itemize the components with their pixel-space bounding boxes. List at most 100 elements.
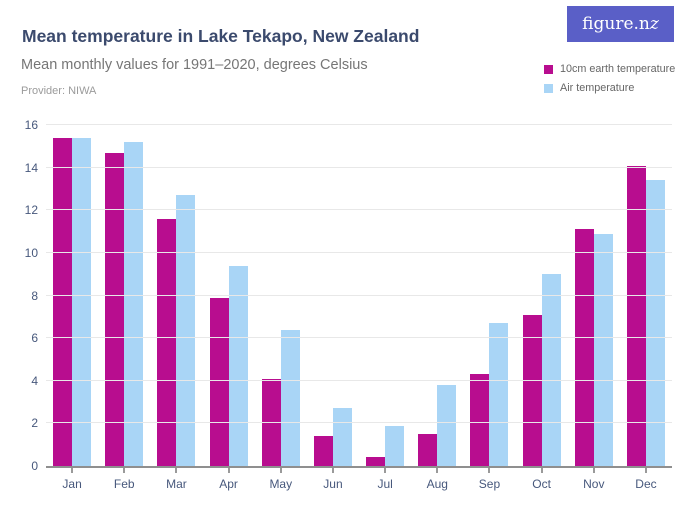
chart-legend: 10cm earth temperature Air temperature — [544, 63, 675, 101]
y-tick-label: 12 — [24, 203, 38, 218]
bar-group-mar — [150, 125, 202, 466]
bar-nov-air[interactable] — [593, 233, 613, 466]
bar-jun-air[interactable] — [332, 408, 352, 466]
bar-dec-earth[interactable] — [626, 165, 646, 466]
legend-label: 10cm earth temperature — [560, 63, 676, 75]
bar-group-may — [255, 125, 307, 466]
bar-sep-earth[interactable] — [470, 374, 490, 466]
bar-group-nov — [568, 125, 620, 466]
x-axis-label: Nov — [583, 477, 605, 491]
air-temperature-swatch-icon — [544, 83, 553, 93]
bar-may-air[interactable] — [280, 329, 300, 466]
gridline — [46, 422, 672, 424]
bar-mar-air[interactable] — [176, 195, 196, 466]
bar-sep-air[interactable] — [489, 323, 509, 466]
y-tick-label: 4 — [31, 373, 38, 388]
x-axis-label: Jan — [62, 477, 82, 491]
y-tick-label: 10 — [24, 245, 38, 260]
x-axis-label: Feb — [113, 477, 135, 491]
bar-jan-air[interactable] — [72, 137, 92, 466]
legend-item-air-temperature: Air temperature — [544, 82, 675, 94]
bar-group-jan — [46, 125, 98, 466]
y-axis: 0 2 4 6 8 10 12 14 16 — [0, 118, 38, 473]
gridline — [46, 379, 672, 381]
legend-label: Air temperature — [560, 82, 635, 94]
x-tick — [644, 468, 647, 473]
bar-aug-earth[interactable] — [418, 434, 438, 466]
x-tick — [540, 468, 543, 473]
provider-attribution: Provider: NIWA — [21, 85, 97, 97]
figurenz-logo-swash: z — [649, 14, 659, 34]
x-tick — [592, 468, 595, 473]
y-tick-label: 0 — [31, 459, 38, 473]
bar-oct-air[interactable] — [541, 274, 561, 466]
bar-group-jun — [307, 125, 359, 466]
x-axis-label: Dec — [635, 477, 657, 491]
x-axis-label: Oct — [532, 477, 551, 491]
x-axis: Jan Feb Mar Apr May Jun Jul Aug Sep Oct Nov Dec — [46, 468, 672, 491]
bar-jul-air[interactable] — [385, 425, 405, 466]
bar-group-dec — [620, 125, 672, 466]
y-tick-label: 6 — [31, 331, 38, 346]
figurenz-logo[interactable]: figure.n z — [567, 6, 674, 42]
x-axis-label: Aug — [426, 477, 448, 491]
bar-jul-earth[interactable] — [366, 457, 386, 466]
bar-group-jul — [359, 125, 411, 466]
bar-apr-air[interactable] — [228, 265, 248, 466]
gridline — [46, 209, 672, 211]
bar-group-feb — [98, 125, 150, 466]
earth-temperature-swatch-icon — [544, 64, 553, 74]
bar-jun-earth[interactable] — [313, 436, 333, 466]
x-axis-label: Apr — [219, 477, 238, 491]
gridline — [46, 166, 672, 168]
bar-oct-earth[interactable] — [522, 314, 542, 466]
x-axis-label: Mar — [166, 477, 187, 491]
bar-jan-earth[interactable] — [53, 137, 73, 466]
x-tick — [279, 468, 282, 473]
x-tick — [384, 468, 387, 473]
x-tick — [71, 468, 74, 473]
bar-mar-earth[interactable] — [157, 218, 177, 466]
gridline — [46, 337, 672, 339]
x-axis-item-jun: Jun — [307, 468, 359, 491]
bar-group-oct — [516, 125, 568, 466]
x-axis-item-feb: Feb — [98, 468, 150, 491]
bar-group-apr — [203, 125, 255, 466]
y-tick-label: 14 — [24, 160, 38, 175]
bar-dec-air[interactable] — [645, 180, 665, 466]
bar-aug-air[interactable] — [437, 385, 457, 466]
x-tick — [175, 468, 178, 473]
legend-item-earth-temperature: 10cm earth temperature — [544, 63, 675, 75]
x-axis-item-aug: Aug — [411, 468, 463, 491]
plot-area — [46, 124, 672, 468]
x-tick — [123, 468, 126, 473]
gridline — [46, 251, 672, 253]
x-axis-item-may: May — [255, 468, 307, 491]
x-axis-item-jan: Jan — [46, 468, 98, 491]
x-axis-item-jul: Jul — [359, 468, 411, 491]
y-tick-label: 2 — [31, 416, 38, 431]
x-axis-label: Sep — [478, 477, 501, 491]
x-tick — [331, 468, 334, 473]
bar-nov-earth[interactable] — [574, 229, 594, 466]
x-axis-item-nov: Nov — [568, 468, 620, 491]
page-title: Mean temperature in Lake Tekapo, New Zea… — [22, 26, 420, 46]
bar-feb-earth[interactable] — [105, 152, 125, 466]
bar-group-sep — [463, 125, 515, 466]
gridline — [46, 124, 672, 125]
x-axis-label: May — [269, 477, 293, 491]
y-tick-label: 8 — [31, 288, 38, 303]
y-tick-label: 16 — [24, 118, 38, 132]
bar-group-aug — [411, 125, 463, 466]
x-axis-item-apr: Apr — [203, 468, 255, 491]
gridline — [46, 294, 672, 296]
x-axis-item-oct: Oct — [516, 468, 568, 491]
x-axis-item-sep: Sep — [463, 468, 515, 491]
bar-apr-earth[interactable] — [209, 297, 229, 466]
bar-feb-air[interactable] — [124, 142, 144, 466]
x-tick — [436, 468, 439, 473]
chart-subtitle: Mean monthly values for 1991–2020, degre… — [21, 57, 368, 73]
bar-may-earth[interactable] — [261, 378, 281, 466]
x-axis-item-dec: Dec — [620, 468, 672, 491]
x-tick — [227, 468, 230, 473]
